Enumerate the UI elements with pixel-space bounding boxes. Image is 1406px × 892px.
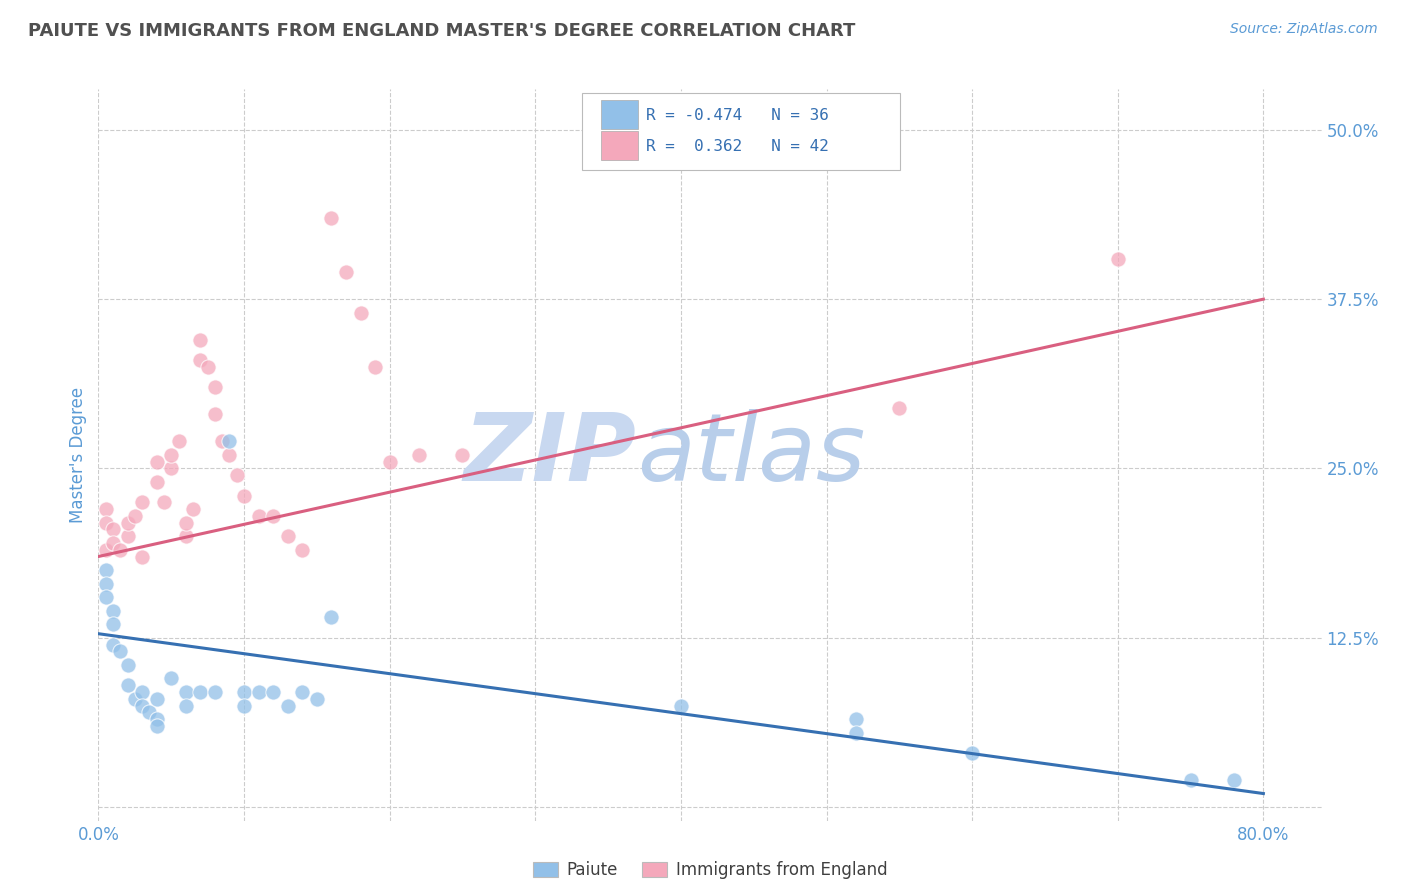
Point bbox=[197, 359, 219, 374]
Point bbox=[94, 516, 117, 530]
Point bbox=[218, 434, 240, 449]
Point bbox=[321, 211, 343, 225]
Text: ZIP: ZIP bbox=[464, 409, 637, 501]
Point bbox=[291, 685, 314, 699]
Point bbox=[145, 691, 167, 706]
Text: PAIUTE VS IMMIGRANTS FROM ENGLAND MASTER'S DEGREE CORRELATION CHART: PAIUTE VS IMMIGRANTS FROM ENGLAND MASTER… bbox=[28, 22, 855, 40]
FancyBboxPatch shape bbox=[602, 100, 638, 129]
Point bbox=[138, 706, 160, 720]
Legend: Paiute, Immigrants from England: Paiute, Immigrants from England bbox=[526, 855, 894, 886]
Point bbox=[218, 448, 240, 462]
Point bbox=[225, 468, 247, 483]
Point bbox=[204, 380, 226, 394]
Point bbox=[204, 685, 226, 699]
Point bbox=[94, 542, 117, 557]
Point bbox=[101, 536, 124, 550]
Point bbox=[845, 725, 868, 739]
Point bbox=[211, 434, 233, 449]
Point bbox=[160, 672, 183, 686]
Point bbox=[233, 698, 256, 713]
Point bbox=[94, 576, 117, 591]
Point bbox=[845, 712, 868, 726]
Point bbox=[233, 685, 256, 699]
Point bbox=[131, 495, 153, 509]
Point bbox=[451, 448, 474, 462]
Point bbox=[131, 685, 153, 699]
Y-axis label: Master's Degree: Master's Degree bbox=[69, 387, 87, 523]
Point bbox=[204, 407, 226, 421]
Point bbox=[247, 508, 270, 523]
Point bbox=[124, 691, 146, 706]
Point bbox=[335, 265, 357, 279]
Point bbox=[110, 644, 132, 658]
Point bbox=[174, 698, 197, 713]
Point bbox=[188, 333, 212, 347]
Point bbox=[101, 523, 124, 537]
FancyBboxPatch shape bbox=[582, 93, 900, 169]
Point bbox=[160, 448, 183, 462]
Point bbox=[117, 529, 139, 543]
Point bbox=[145, 719, 167, 733]
Point bbox=[233, 489, 256, 503]
Point bbox=[117, 657, 139, 672]
Point bbox=[145, 475, 167, 489]
Point bbox=[1223, 772, 1246, 787]
Point bbox=[262, 508, 284, 523]
Point bbox=[124, 508, 146, 523]
Point bbox=[117, 516, 139, 530]
Text: atlas: atlas bbox=[637, 409, 865, 500]
Point bbox=[174, 516, 197, 530]
Point bbox=[145, 712, 167, 726]
Point bbox=[305, 691, 328, 706]
Text: Source: ZipAtlas.com: Source: ZipAtlas.com bbox=[1230, 22, 1378, 37]
Point bbox=[247, 685, 270, 699]
Point bbox=[188, 353, 212, 368]
Point bbox=[1180, 772, 1202, 787]
Point bbox=[669, 698, 692, 713]
Point bbox=[101, 604, 124, 618]
Point bbox=[131, 549, 153, 564]
Point bbox=[160, 461, 183, 475]
Text: R = -0.474   N = 36: R = -0.474 N = 36 bbox=[647, 108, 830, 123]
Point bbox=[101, 638, 124, 652]
Point bbox=[889, 401, 911, 415]
Point bbox=[94, 590, 117, 604]
Point bbox=[277, 529, 299, 543]
Point bbox=[145, 455, 167, 469]
Point bbox=[364, 359, 387, 374]
Point bbox=[167, 434, 190, 449]
Point bbox=[349, 306, 371, 320]
Point bbox=[94, 502, 117, 516]
Point bbox=[960, 746, 983, 760]
FancyBboxPatch shape bbox=[602, 130, 638, 160]
Point bbox=[378, 455, 401, 469]
Point bbox=[101, 617, 124, 632]
Point bbox=[291, 542, 314, 557]
Point bbox=[262, 685, 284, 699]
Point bbox=[277, 698, 299, 713]
Point bbox=[131, 698, 153, 713]
Text: R =  0.362   N = 42: R = 0.362 N = 42 bbox=[647, 139, 830, 154]
Point bbox=[174, 529, 197, 543]
Point bbox=[153, 495, 176, 509]
Point bbox=[117, 678, 139, 692]
Point bbox=[408, 448, 430, 462]
Point bbox=[181, 502, 204, 516]
Point bbox=[174, 685, 197, 699]
Point bbox=[110, 542, 132, 557]
Point bbox=[94, 563, 117, 577]
Point bbox=[1107, 252, 1129, 266]
Point bbox=[188, 685, 212, 699]
Point bbox=[321, 610, 343, 624]
